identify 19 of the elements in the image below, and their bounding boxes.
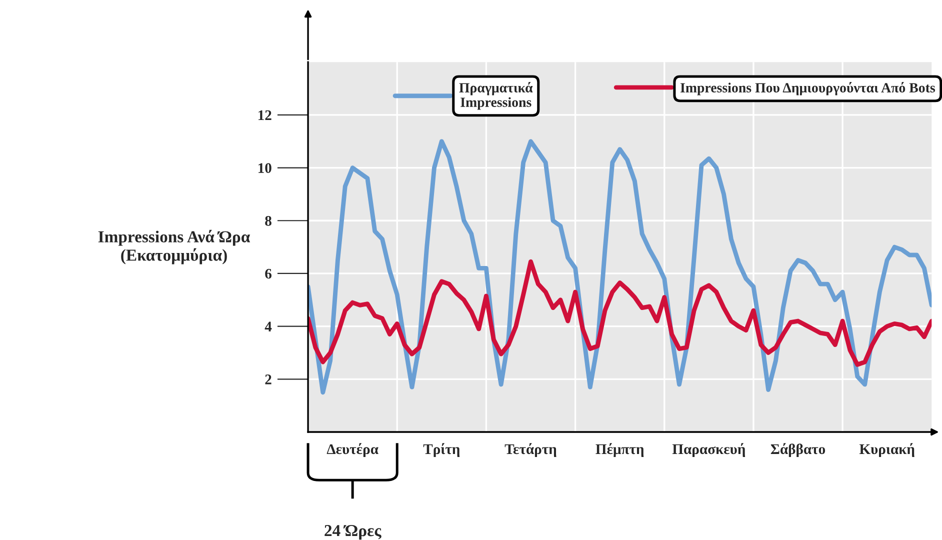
x-tick-label: Κυριακή xyxy=(859,443,914,458)
line-series xyxy=(308,259,932,367)
y-tick-label: 2 xyxy=(265,374,272,384)
legend-label: Πραγματικά Impressions xyxy=(459,82,533,110)
legend-label: Impressions Που Δημιουργούνται Από Bots xyxy=(680,82,936,96)
y-tick-label: 6 xyxy=(265,268,272,279)
x-tick-label: Τρίτη xyxy=(423,443,460,458)
text: 24 Ώρες xyxy=(324,525,382,540)
y-tick-label: 10 xyxy=(258,163,272,173)
x-tick-label: Παρασκευή xyxy=(672,443,746,458)
y-tick-label: 12 xyxy=(258,110,272,120)
line-series xyxy=(308,139,932,395)
x-tick-label: Τετάρτη xyxy=(504,443,556,458)
x-tick-label: Πέμπτη xyxy=(596,443,644,458)
y-tick-label: 8 xyxy=(265,216,272,226)
x-tick-label: Σάββατο xyxy=(770,443,826,458)
y-axis-title: Impressions Ανά Ώρα (Εκατομμύρια) xyxy=(98,230,250,264)
y-tick-label: 4 xyxy=(264,322,272,332)
x-tick-label: Δευτέρα xyxy=(326,443,378,458)
